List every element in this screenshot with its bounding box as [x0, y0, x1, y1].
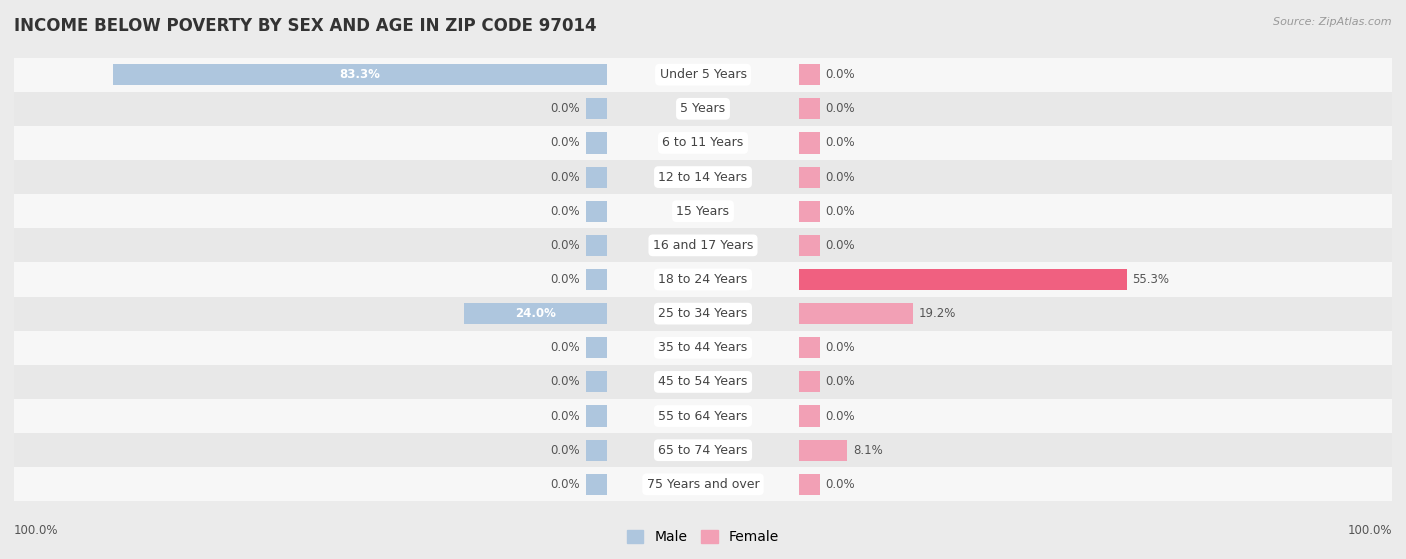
- Text: 35 to 44 Years: 35 to 44 Years: [658, 342, 748, 354]
- Text: 18 to 24 Years: 18 to 24 Years: [658, 273, 748, 286]
- Bar: [14, 297, 1392, 331]
- Bar: [586, 235, 606, 256]
- Text: 0.0%: 0.0%: [825, 239, 855, 252]
- Bar: [586, 405, 606, 427]
- Text: 0.0%: 0.0%: [551, 136, 581, 149]
- Bar: [464, 303, 606, 324]
- Text: 0.0%: 0.0%: [551, 239, 581, 252]
- Text: 6 to 11 Years: 6 to 11 Years: [662, 136, 744, 149]
- Bar: [800, 405, 820, 427]
- Text: 16 and 17 Years: 16 and 17 Years: [652, 239, 754, 252]
- Bar: [586, 167, 606, 188]
- Bar: [800, 337, 820, 358]
- Text: 0.0%: 0.0%: [825, 170, 855, 183]
- Text: 0.0%: 0.0%: [825, 136, 855, 149]
- Text: 0.0%: 0.0%: [551, 410, 581, 423]
- Text: 0.0%: 0.0%: [551, 273, 581, 286]
- Bar: [14, 433, 1392, 467]
- Bar: [586, 98, 606, 120]
- Bar: [14, 160, 1392, 194]
- Bar: [586, 439, 606, 461]
- Text: 5 Years: 5 Years: [681, 102, 725, 115]
- Bar: [586, 201, 606, 222]
- Text: 0.0%: 0.0%: [551, 376, 581, 389]
- Bar: [586, 371, 606, 392]
- Text: Under 5 Years: Under 5 Years: [659, 68, 747, 81]
- Text: 0.0%: 0.0%: [551, 102, 581, 115]
- Text: 100.0%: 100.0%: [14, 524, 59, 537]
- Bar: [800, 201, 820, 222]
- Bar: [14, 399, 1392, 433]
- Text: 8.1%: 8.1%: [853, 444, 883, 457]
- Text: INCOME BELOW POVERTY BY SEX AND AGE IN ZIP CODE 97014: INCOME BELOW POVERTY BY SEX AND AGE IN Z…: [14, 17, 596, 35]
- Text: 24.0%: 24.0%: [515, 307, 555, 320]
- Text: 0.0%: 0.0%: [551, 444, 581, 457]
- Text: 45 to 54 Years: 45 to 54 Years: [658, 376, 748, 389]
- Text: 0.0%: 0.0%: [825, 68, 855, 81]
- Text: 100.0%: 100.0%: [1347, 524, 1392, 537]
- Bar: [14, 194, 1392, 228]
- Text: Source: ZipAtlas.com: Source: ZipAtlas.com: [1274, 17, 1392, 27]
- Bar: [800, 167, 820, 188]
- Bar: [800, 269, 1128, 290]
- Bar: [800, 473, 820, 495]
- Bar: [586, 269, 606, 290]
- Text: 55.3%: 55.3%: [1133, 273, 1170, 286]
- Text: 0.0%: 0.0%: [825, 478, 855, 491]
- Text: 19.2%: 19.2%: [918, 307, 956, 320]
- Bar: [14, 331, 1392, 365]
- Text: 0.0%: 0.0%: [551, 170, 581, 183]
- Bar: [14, 365, 1392, 399]
- Bar: [800, 64, 820, 86]
- Text: 0.0%: 0.0%: [551, 478, 581, 491]
- Text: 0.0%: 0.0%: [551, 342, 581, 354]
- Text: 0.0%: 0.0%: [551, 205, 581, 217]
- Text: 0.0%: 0.0%: [825, 376, 855, 389]
- Text: 55 to 64 Years: 55 to 64 Years: [658, 410, 748, 423]
- Bar: [800, 303, 914, 324]
- Text: 15 Years: 15 Years: [676, 205, 730, 217]
- Text: 0.0%: 0.0%: [825, 342, 855, 354]
- Bar: [14, 126, 1392, 160]
- Bar: [14, 467, 1392, 501]
- Bar: [586, 473, 606, 495]
- Legend: Male, Female: Male, Female: [621, 525, 785, 550]
- Text: 75 Years and over: 75 Years and over: [647, 478, 759, 491]
- Text: 0.0%: 0.0%: [825, 410, 855, 423]
- Text: 83.3%: 83.3%: [339, 68, 380, 81]
- Bar: [14, 58, 1392, 92]
- Bar: [14, 92, 1392, 126]
- Bar: [800, 371, 820, 392]
- Text: 65 to 74 Years: 65 to 74 Years: [658, 444, 748, 457]
- Bar: [586, 337, 606, 358]
- Bar: [800, 98, 820, 120]
- Bar: [800, 132, 820, 154]
- Bar: [112, 64, 606, 86]
- Text: 0.0%: 0.0%: [825, 205, 855, 217]
- Bar: [14, 228, 1392, 262]
- Bar: [800, 235, 820, 256]
- Bar: [586, 132, 606, 154]
- Text: 12 to 14 Years: 12 to 14 Years: [658, 170, 748, 183]
- Bar: [800, 439, 848, 461]
- Bar: [14, 262, 1392, 297]
- Text: 0.0%: 0.0%: [825, 102, 855, 115]
- Text: 25 to 34 Years: 25 to 34 Years: [658, 307, 748, 320]
